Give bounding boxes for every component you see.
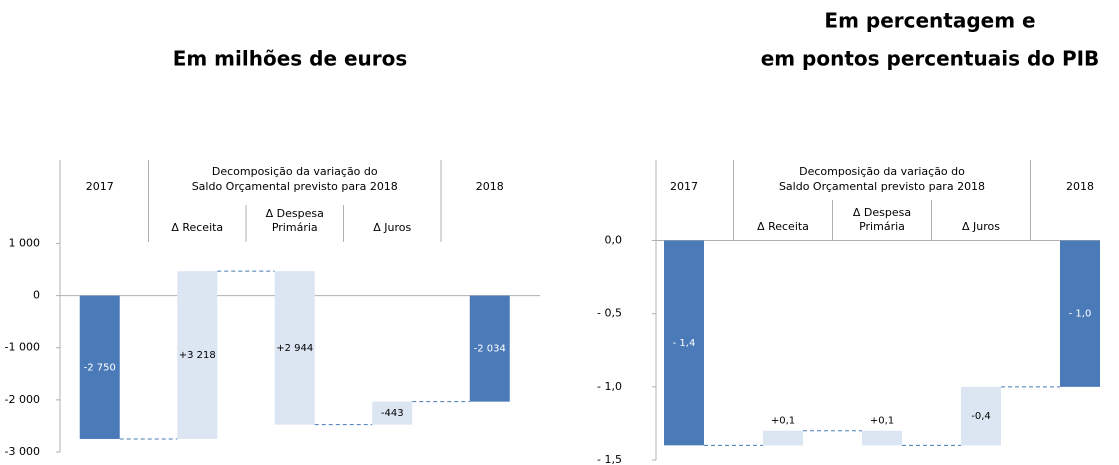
category-label: Δ Receita: [757, 220, 809, 233]
value-label: +0,1: [870, 416, 894, 427]
chart-title: Em percentagem e: [824, 9, 1035, 33]
category-label: 2017: [86, 180, 114, 193]
category-label: 2018: [1066, 180, 1094, 193]
y-tick-label: -1 000: [5, 341, 40, 354]
category-label: Δ Juros: [373, 221, 411, 234]
bar: [763, 430, 803, 446]
value-label: - 1,4: [673, 338, 696, 349]
y-tick-label: 0,0: [605, 233, 623, 246]
chart-title: em pontos percentuais do PIB: [761, 47, 1100, 71]
bar: [79, 295, 120, 439]
group-label: Saldo Orçamental previsto para 2018: [192, 180, 398, 193]
value-label: +3 218: [179, 350, 216, 361]
bar: [177, 271, 218, 439]
bar: [469, 295, 510, 402]
group-label: Decomposição da variação do: [799, 165, 965, 178]
group-label: Saldo Orçamental previsto para 2018: [779, 180, 985, 193]
category-label: Primária: [859, 220, 905, 233]
bar: [1060, 240, 1100, 387]
chart-title: Em milhões de euros: [173, 47, 408, 71]
category-label: Primária: [272, 221, 318, 234]
bar: [961, 386, 1001, 446]
category-label: Δ Juros: [962, 220, 1000, 233]
value-label: -0,4: [971, 411, 991, 422]
y-tick-label: - 0,5: [597, 307, 622, 320]
value-label: -2 034: [474, 344, 506, 355]
y-tick-label: 0: [33, 289, 40, 302]
value-label: -2 750: [84, 362, 116, 373]
category-label: Δ Despesa: [266, 207, 324, 220]
value-label: +0,1: [771, 416, 795, 427]
bar: [372, 401, 413, 425]
value-label: - 1,0: [1069, 309, 1092, 320]
y-tick-label: - 1,5: [597, 453, 622, 465]
bar: [664, 240, 704, 446]
category-label: 2017: [670, 180, 698, 193]
value-label: -443: [381, 408, 404, 419]
y-tick-label: - 1,0: [597, 380, 622, 393]
y-tick-label: -2 000: [5, 393, 40, 406]
group-label: Decomposição da variação do: [212, 165, 378, 178]
value-label: +2 944: [276, 343, 313, 354]
category-label: Δ Receita: [171, 221, 223, 234]
category-label: Δ Despesa: [853, 206, 911, 219]
category-label: 2018: [476, 180, 504, 193]
bar: [862, 430, 902, 446]
bar: [274, 271, 315, 425]
y-tick-label: -3 000: [5, 445, 40, 458]
y-tick-label: 1 000: [9, 236, 41, 249]
